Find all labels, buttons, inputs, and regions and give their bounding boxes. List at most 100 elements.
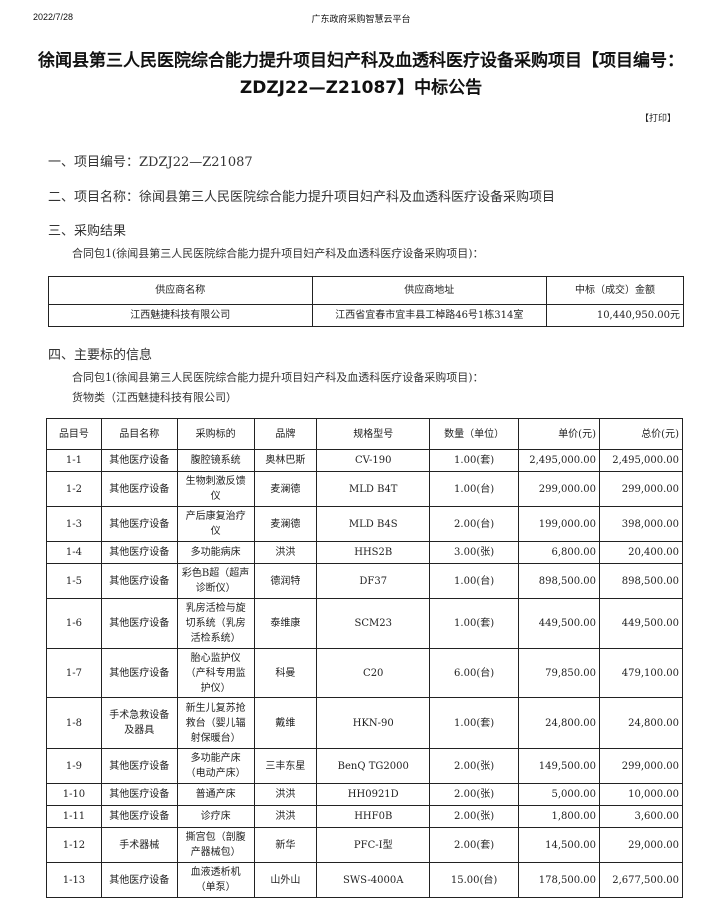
table-cell: 洪洪 bbox=[253, 805, 318, 828]
column-header: 数量（单位） bbox=[429, 418, 520, 450]
table-cell: 1-11 bbox=[46, 805, 102, 828]
column-header: 中标（成交）金额 bbox=[546, 276, 684, 305]
table-cell: 麦澜德 bbox=[253, 506, 318, 542]
table-cell: 449,500.00 bbox=[518, 598, 600, 649]
table-cell: 2,495,000.00 bbox=[599, 449, 683, 472]
table-cell: 2.00(张) bbox=[429, 805, 520, 828]
contract-package-2: 合同包1(徐闻县第三人民医院综合能力提升项目妇产科及血透科医疗设备采购项目)： bbox=[72, 371, 484, 384]
table-cell: 血液透析机（单泵） bbox=[176, 862, 255, 898]
table-cell: HHS2B bbox=[316, 541, 431, 564]
table-cell: 其他医疗设备 bbox=[100, 648, 178, 698]
table-cell: HH0921D bbox=[316, 783, 431, 806]
table-cell: 1-4 bbox=[46, 541, 102, 564]
table-cell: 其他医疗设备 bbox=[100, 471, 178, 507]
table-cell: 其他医疗设备 bbox=[100, 862, 178, 898]
table-cell: 2,677,500.00 bbox=[599, 862, 683, 898]
table-cell: 6.00(台) bbox=[429, 648, 520, 698]
table-cell: 2.00(张) bbox=[429, 748, 520, 784]
table-cell: 898,500.00 bbox=[518, 563, 600, 599]
table-row: 1-6 其他医疗设备 乳房活检与旋切系统（乳房活检系统） 泰维康 SCM23 1.00(套… bbox=[46, 598, 683, 649]
print-link[interactable]: 【打印】 bbox=[639, 114, 676, 124]
table-cell: 15.00(台) bbox=[429, 862, 520, 898]
column-header: 品牌 bbox=[253, 418, 318, 450]
table-cell: SWS-4000A bbox=[316, 862, 431, 898]
table-cell: 江西省宜春市宜丰县工棹路46号1栋314室 bbox=[311, 304, 548, 327]
table-cell: 449,500.00 bbox=[599, 598, 683, 649]
table-row: 1-9 其他医疗设备 多功能产床（电动产床） 三丰东星 BenQ TG2000 2.00(… bbox=[46, 748, 683, 784]
table-cell: 其他医疗设备 bbox=[100, 541, 178, 564]
table-cell: 手术急救设备及器具 bbox=[100, 697, 178, 749]
table-row: 1-11 其他医疗设备 诊疗床 洪洪 HHF0B 2.00(张) 1,800.00 3,600… bbox=[46, 805, 683, 828]
table-cell: 149,500.00 bbox=[518, 748, 600, 784]
table-cell: 6,800.00 bbox=[518, 541, 600, 564]
table-row: 1-7 其他医疗设备 胎心监护仪（产科专用监护仪） 科曼 C20 6.00(台) 79,85… bbox=[46, 648, 683, 698]
table-cell: 199,000.00 bbox=[518, 506, 600, 542]
table-cell: 2.00(套) bbox=[429, 827, 520, 863]
section-main-items: 四、主要标的信息 bbox=[48, 348, 153, 363]
table-row: 1-3 其他医疗设备 产后康复治疗仪 麦澜德 MLD B4S 2.00(台) 199,000… bbox=[46, 506, 683, 542]
table-cell: 20,400.00 bbox=[599, 541, 683, 564]
table-cell: 1.00(套) bbox=[429, 598, 520, 649]
table-cell: 1-5 bbox=[46, 563, 102, 599]
table-cell: 299,000.00 bbox=[518, 471, 600, 507]
table-cell: 178,500.00 bbox=[518, 862, 600, 898]
table-row: 1-1 其他医疗设备 腹腔镜系统 奥林巴斯 CV-190 1.00(套) 2,495,000… bbox=[46, 449, 683, 472]
table-cell: HHF0B bbox=[316, 805, 431, 828]
table-cell: 1-3 bbox=[46, 506, 102, 542]
goods-supplier: 货物类（江西魅捷科技有限公司） bbox=[72, 391, 237, 404]
column-header: 总价(元) bbox=[599, 418, 683, 450]
project-name: 二、项目名称：徐闻县第三人民医院综合能力提升项目妇产科及血透科医疗设备采购项目 bbox=[48, 190, 556, 205]
table-cell: 泰维康 bbox=[253, 598, 318, 649]
table-cell: 手术器械 bbox=[100, 827, 178, 863]
table-row: 江西魅捷科技有限公司 江西省宜春市宜丰县工棹路46号1栋314室 10,440,95… bbox=[48, 304, 684, 327]
table-cell: 撕宫包（剖腹产器械包） bbox=[176, 827, 255, 863]
table-cell: 奥林巴斯 bbox=[253, 449, 318, 472]
table-cell: 洪洪 bbox=[253, 783, 318, 806]
table-cell: 24,800.00 bbox=[518, 697, 600, 749]
table-cell: 其他医疗设备 bbox=[100, 506, 178, 542]
table-cell: 1-9 bbox=[46, 748, 102, 784]
table-cell: 乳房活检与旋切系统（乳房活检系统） bbox=[176, 598, 255, 649]
table-cell: 299,000.00 bbox=[599, 471, 683, 507]
table-cell: 新华 bbox=[253, 827, 318, 863]
table-cell: 1-13 bbox=[46, 862, 102, 898]
table-cell: 1-1 bbox=[46, 449, 102, 472]
table-row: 1-4 其他医疗设备 多功能病床 洪洪 HHS2B 3.00(张) 6,800.00 20,4… bbox=[46, 541, 683, 564]
table-cell: 戴维 bbox=[253, 697, 318, 749]
contract-package: 合同包1(徐闻县第三人民医院综合能力提升项目妇产科及血透科医疗设备采购项目)： bbox=[72, 247, 484, 260]
table-cell: 898,500.00 bbox=[599, 563, 683, 599]
column-header: 供应商地址 bbox=[311, 276, 548, 305]
column-header: 供应商名称 bbox=[48, 276, 313, 305]
table-row: 1-10 其他医疗设备 普通产床 洪洪 HH0921D 2.00(张) 5,000.00 10… bbox=[46, 783, 683, 806]
table-cell: 24,800.00 bbox=[599, 697, 683, 749]
table-row: 1-12 手术器械 撕宫包（剖腹产器械包） 新华 PFC-I型 2.00(套) 14,500… bbox=[46, 827, 683, 863]
table-cell: DF37 bbox=[316, 563, 431, 599]
column-header: 品目号 bbox=[46, 418, 102, 450]
table-cell: C20 bbox=[316, 648, 431, 698]
table-cell: 多功能病床 bbox=[176, 541, 255, 564]
table-cell: 1-8 bbox=[46, 697, 102, 749]
table-cell: MLD B4S bbox=[316, 506, 431, 542]
table-cell: 科曼 bbox=[253, 648, 318, 698]
table-cell: 3.00(张) bbox=[429, 541, 520, 564]
table-cell: 1.00(套) bbox=[429, 697, 520, 749]
table-cell: 麦澜德 bbox=[253, 471, 318, 507]
table-cell: 1-2 bbox=[46, 471, 102, 507]
table-cell: 2.00(张) bbox=[429, 783, 520, 806]
table-row: 1-2 其他医疗设备 生物刺激反馈仪 麦澜德 MLD B4T 1.00(台) 299,000… bbox=[46, 471, 683, 507]
table-cell: 79,850.00 bbox=[518, 648, 600, 698]
table-cell: BenQ TG2000 bbox=[316, 748, 431, 784]
items-table: 品目号 品目名称 采购标的 品牌 规格型号 数量（单位） 单价(元) 总价(元) 1-1 其他医疗… bbox=[46, 418, 683, 898]
table-cell: 1.00(台) bbox=[429, 471, 520, 507]
column-header: 规格型号 bbox=[316, 418, 431, 450]
page-title: 徐闻县第三人民医院综合能力提升项目妇产科及血透科医疗设备采购项目【项目编号：ZD… bbox=[38, 51, 684, 98]
table-cell: 2,495,000.00 bbox=[518, 449, 600, 472]
table-cell: 诊疗床 bbox=[176, 805, 255, 828]
table-cell: 普通产床 bbox=[176, 783, 255, 806]
table-cell: HKN-90 bbox=[316, 697, 431, 749]
print-date: 2022/7/28 bbox=[33, 12, 74, 22]
column-header: 单价(元) bbox=[518, 418, 600, 450]
table-cell: 10,000.00 bbox=[599, 783, 683, 806]
table-cell: CV-190 bbox=[316, 449, 431, 472]
